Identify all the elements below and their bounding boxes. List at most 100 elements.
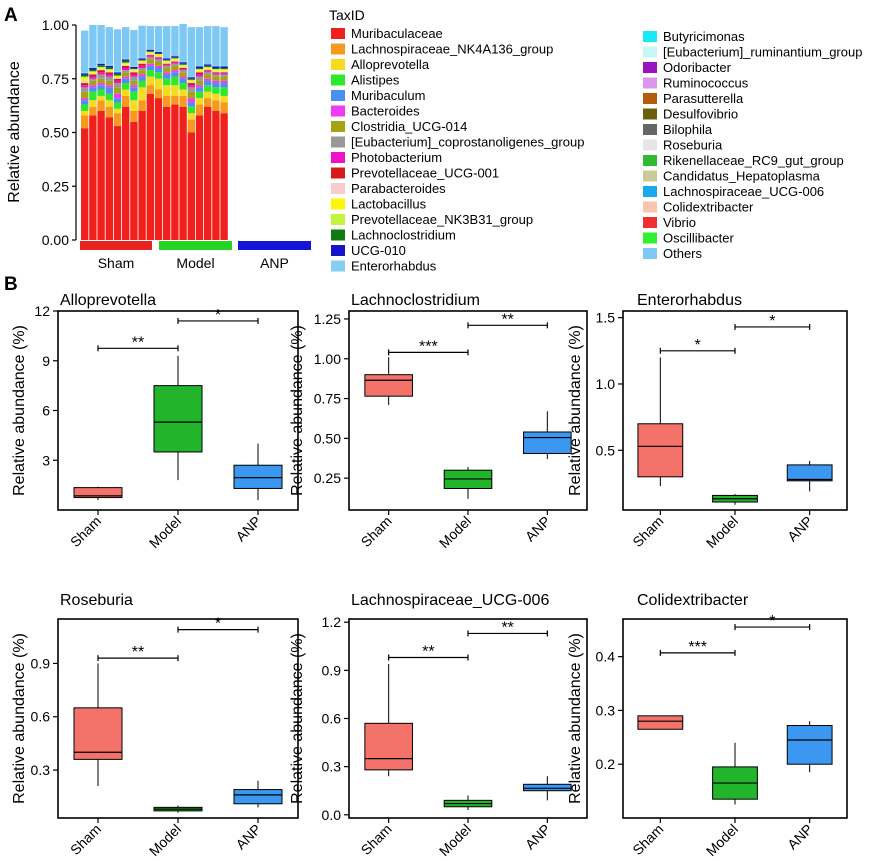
- bar-segment: [130, 68, 138, 70]
- bar-segment: [105, 100, 113, 107]
- significance-bracket: *: [177, 616, 259, 633]
- bar-segment: [179, 89, 187, 96]
- bar-segment: [105, 71, 113, 73]
- bar-segment: [171, 26, 179, 56]
- bar-segment: [146, 56, 154, 58]
- legend-label: Bilophila: [663, 122, 713, 137]
- legend-swatch: [331, 260, 345, 272]
- bar-segment: [195, 68, 204, 70]
- bar-segment: [113, 87, 122, 94]
- legend-item: Butyricimonas: [643, 29, 745, 44]
- bar-segment: [113, 78, 122, 81]
- bar-segment: [154, 68, 163, 73]
- bar-segment: [163, 59, 171, 61]
- bar-segment: [97, 65, 105, 67]
- legend-label: Colidextribacter: [663, 200, 754, 215]
- bar-segment: [179, 78, 187, 84]
- y-tick-label: 1.25: [314, 311, 341, 327]
- x-tick-label: ANP: [522, 513, 554, 545]
- legend-item: Roseburia: [643, 138, 723, 153]
- bar-segment: [97, 69, 105, 71]
- box-plot-enterorhabdus: Enterorhabdus 0.5 1.0 1.5 Sham Model ANP Relati…: [567, 292, 848, 551]
- significance-label: *: [769, 613, 775, 630]
- legend-label: Muribaculum: [351, 88, 425, 103]
- legend-swatch: [643, 248, 657, 259]
- bar-segment: [163, 85, 171, 96]
- bar-segment: [212, 68, 220, 70]
- sample-bar-17: [212, 26, 220, 240]
- legend-label: Bacteroides: [351, 104, 420, 119]
- bar-segment: [138, 111, 146, 240]
- y-tick-label: 9: [42, 353, 50, 369]
- box-model: [712, 494, 758, 505]
- bar-segment: [220, 80, 228, 84]
- bar-segment: [204, 26, 212, 64]
- bar-segment: [212, 72, 220, 74]
- bar-segment: [179, 62, 187, 64]
- bar-segment: [130, 66, 138, 69]
- bar-segment: [163, 68, 171, 73]
- box-body: [523, 783, 572, 792]
- bar-segment: [163, 58, 171, 60]
- bar-segment: [171, 72, 179, 77]
- box-anp: [233, 780, 283, 808]
- bar-segment: [130, 121, 138, 240]
- legend-item: Prevotellaceae_NK3B31_group: [331, 212, 533, 227]
- bar-segment: [105, 106, 113, 118]
- significance-label: ***: [688, 639, 707, 656]
- bar-segment: [187, 98, 195, 103]
- bar-segment: [97, 63, 105, 66]
- box-model: [443, 795, 493, 810]
- significance-label: **: [132, 334, 144, 351]
- bar-segment: [163, 63, 171, 65]
- significance-bracket: **: [467, 311, 548, 329]
- y-tick-label: 0.50: [42, 125, 69, 141]
- legend-swatch: [331, 43, 345, 55]
- plot-title: Roseburia: [60, 592, 133, 609]
- y-tick-label: 0.25: [42, 178, 69, 194]
- significance-label: *: [695, 337, 701, 354]
- bar-segment: [220, 74, 228, 77]
- x-tick-label: Sham: [629, 513, 666, 550]
- bar-segment: [154, 61, 163, 66]
- legend-label: [Eubacterium]_coprostanoligenes_group: [351, 135, 584, 150]
- x-tick-label: ANP: [784, 513, 816, 545]
- bar-segment: [122, 59, 130, 61]
- legend-swatch: [331, 214, 345, 225]
- bar-segment: [89, 74, 97, 77]
- bar-segment: [212, 71, 220, 73]
- bar-segment: [122, 58, 130, 60]
- significance-label: *: [215, 307, 221, 324]
- bar-segment: [97, 74, 105, 79]
- legend-item: [Eubacterium]_ruminantium_group: [643, 45, 862, 60]
- bar-segment: [179, 61, 187, 63]
- legend-swatch: [331, 105, 345, 117]
- bar-segment: [146, 49, 154, 52]
- significance-label: **: [501, 619, 513, 636]
- y-tick-label: 0.75: [314, 391, 341, 407]
- bar-segment: [179, 95, 187, 107]
- bar-segment: [171, 63, 179, 66]
- bar-segment: [195, 65, 204, 67]
- legend-item: Muribaculum: [331, 88, 425, 103]
- bar-segment: [89, 73, 97, 75]
- bar-segment: [163, 95, 171, 107]
- bar-segment: [220, 71, 228, 73]
- legend-label: Desulfovibrio: [663, 107, 738, 122]
- legend-item: Bilophila: [643, 122, 713, 137]
- legend-swatch: [331, 28, 345, 39]
- sample-bar-12: [171, 26, 179, 240]
- box-body: [637, 715, 684, 730]
- significance-bracket: **: [467, 619, 548, 637]
- bar-segment: [97, 111, 105, 240]
- y-ticks: 0.00 0.25 0.50 0.75 1.00: [42, 17, 76, 248]
- legend-swatch: [331, 245, 345, 256]
- bar-segment: [89, 76, 97, 79]
- bar-segment: [179, 64, 187, 66]
- x-tick-label: Model: [146, 513, 184, 551]
- bar-segment: [163, 74, 171, 79]
- bar-segment: [81, 128, 89, 240]
- bar-segment: [97, 62, 105, 64]
- legend-swatch: [331, 152, 345, 163]
